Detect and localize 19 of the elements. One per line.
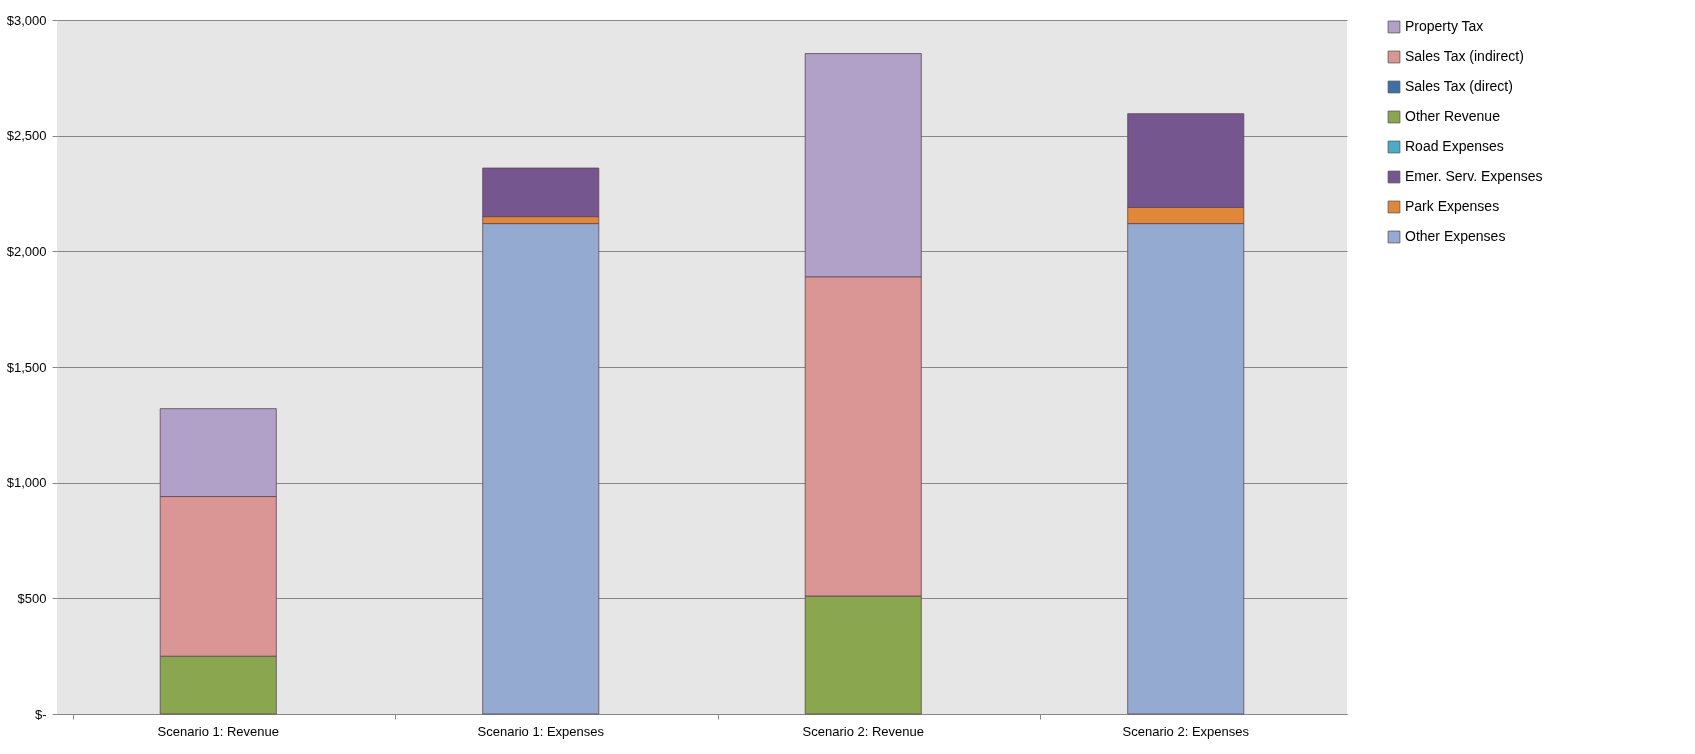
x-tick-label: Scenario 2: Revenue (802, 723, 924, 739)
legend-label: Road Expenses (1405, 138, 1504, 154)
legend-label: Sales Tax (indirect) (1405, 48, 1524, 64)
legend-label: Other Revenue (1405, 108, 1501, 124)
y-tick-label: $1,000 (6, 475, 47, 491)
legend-label: Other Expenses (1405, 228, 1506, 244)
y-tick-label: $2,000 (6, 243, 47, 259)
legend-label: Property Tax (1405, 18, 1484, 34)
y-tick-label: $- (34, 706, 47, 722)
y-tick-label: $1,500 (6, 359, 47, 375)
x-tick-label: Scenario 1: Expenses (477, 723, 605, 739)
legend-label: Emer. Serv. Expenses (1405, 168, 1543, 184)
y-tick-label: $2,500 (6, 128, 47, 144)
y-tick-label: $3,000 (6, 12, 47, 28)
legend-label: Park Expenses (1405, 198, 1500, 214)
legend-label: Sales Tax (direct) (1405, 78, 1513, 94)
x-tick-label: Scenario 2: Expenses (1122, 723, 1250, 739)
x-tick-label: Scenario 1: Revenue (157, 723, 279, 739)
y-tick-label: $500 (17, 590, 47, 606)
